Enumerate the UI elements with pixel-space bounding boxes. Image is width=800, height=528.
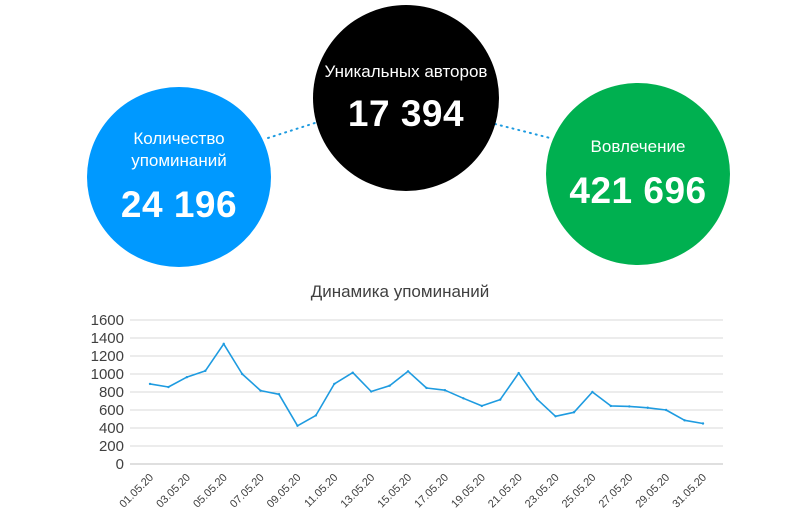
kpi-connectors [267,121,551,139]
data-point [388,384,391,387]
kpi-mentions-label: Количество упоминаний [131,129,227,170]
kpi-engagement-circle: Вовлечение 421 696 [546,83,730,265]
y-tick-label: 1400 [91,330,124,347]
data-point [683,419,686,422]
kpi-engagement-label: Вовлечение [590,137,686,156]
kpi-mentions-circle: Количество упоминаний 24 196 [87,87,271,267]
data-point [517,371,520,375]
data-point [277,393,281,396]
data-point [664,408,668,412]
data-point [259,389,262,392]
data-point [480,404,483,408]
data-point [148,382,152,386]
y-tick-label: 0 [116,456,124,473]
data-point [296,424,299,427]
data-point [240,372,244,376]
x-tick-label: 07.05.20 [228,472,267,511]
data-point [370,390,373,393]
kpi-mentions-value: 24 196 [120,184,238,225]
data-point [646,406,649,409]
y-tick-label: 1200 [91,348,124,365]
x-tick-label: 21.05.20 [486,472,525,511]
x-tick-label: 03.05.20 [154,472,193,511]
x-tick-label: 09.05.20 [265,472,304,511]
data-point [499,398,502,401]
kpi-authors-circle: Уникальных авторов 17 394 [313,5,499,191]
data-point [535,398,539,401]
connector-right [494,123,551,139]
x-tick-label: 31.05.20 [670,472,709,511]
x-tick-label: 25.05.20 [560,472,599,511]
data-point [425,386,428,390]
data-point [351,371,354,374]
y-tick-label: 600 [99,402,124,419]
y-tick-label: 1600 [91,312,124,329]
y-tick-label: 1000 [91,366,124,383]
data-point [204,369,207,373]
data-point [572,411,576,414]
data-point [554,415,557,418]
x-tick-label: 15.05.20 [375,472,414,511]
data-point [591,390,594,394]
x-tick-label: 11.05.20 [302,472,340,510]
data-point [406,370,410,373]
x-tick-label: 05.05.20 [191,472,230,511]
data-point [628,405,631,408]
data-point [462,397,465,400]
x-tick-label: 13.05.20 [339,472,378,511]
x-tick-label: 27.05.20 [597,472,636,511]
connector-left [267,121,319,139]
x-tick-label: 29.05.20 [633,472,672,511]
data-point [609,404,613,408]
y-tick-label: 400 [99,420,124,437]
kpi-engagement-value: 421 696 [569,170,707,211]
y-tick-label: 800 [99,384,124,401]
x-tick-label: 01.05.20 [117,472,156,511]
data-point [333,382,336,386]
x-tick-label: 19.05.20 [449,472,488,511]
data-point [443,389,447,392]
x-tick-label: 23.05.20 [523,472,562,511]
y-tick-label: 200 [99,438,124,455]
x-tick-label: 17.05.20 [412,472,451,511]
data-point [314,414,318,417]
data-point [701,422,705,425]
data-point [167,385,170,389]
data-point [222,342,225,346]
data-point [185,375,189,379]
chart-title: Динамика упоминаний [310,282,490,301]
kpi-authors-label: Уникальных авторов [324,62,488,81]
kpi-authors-value: 17 394 [347,93,465,134]
